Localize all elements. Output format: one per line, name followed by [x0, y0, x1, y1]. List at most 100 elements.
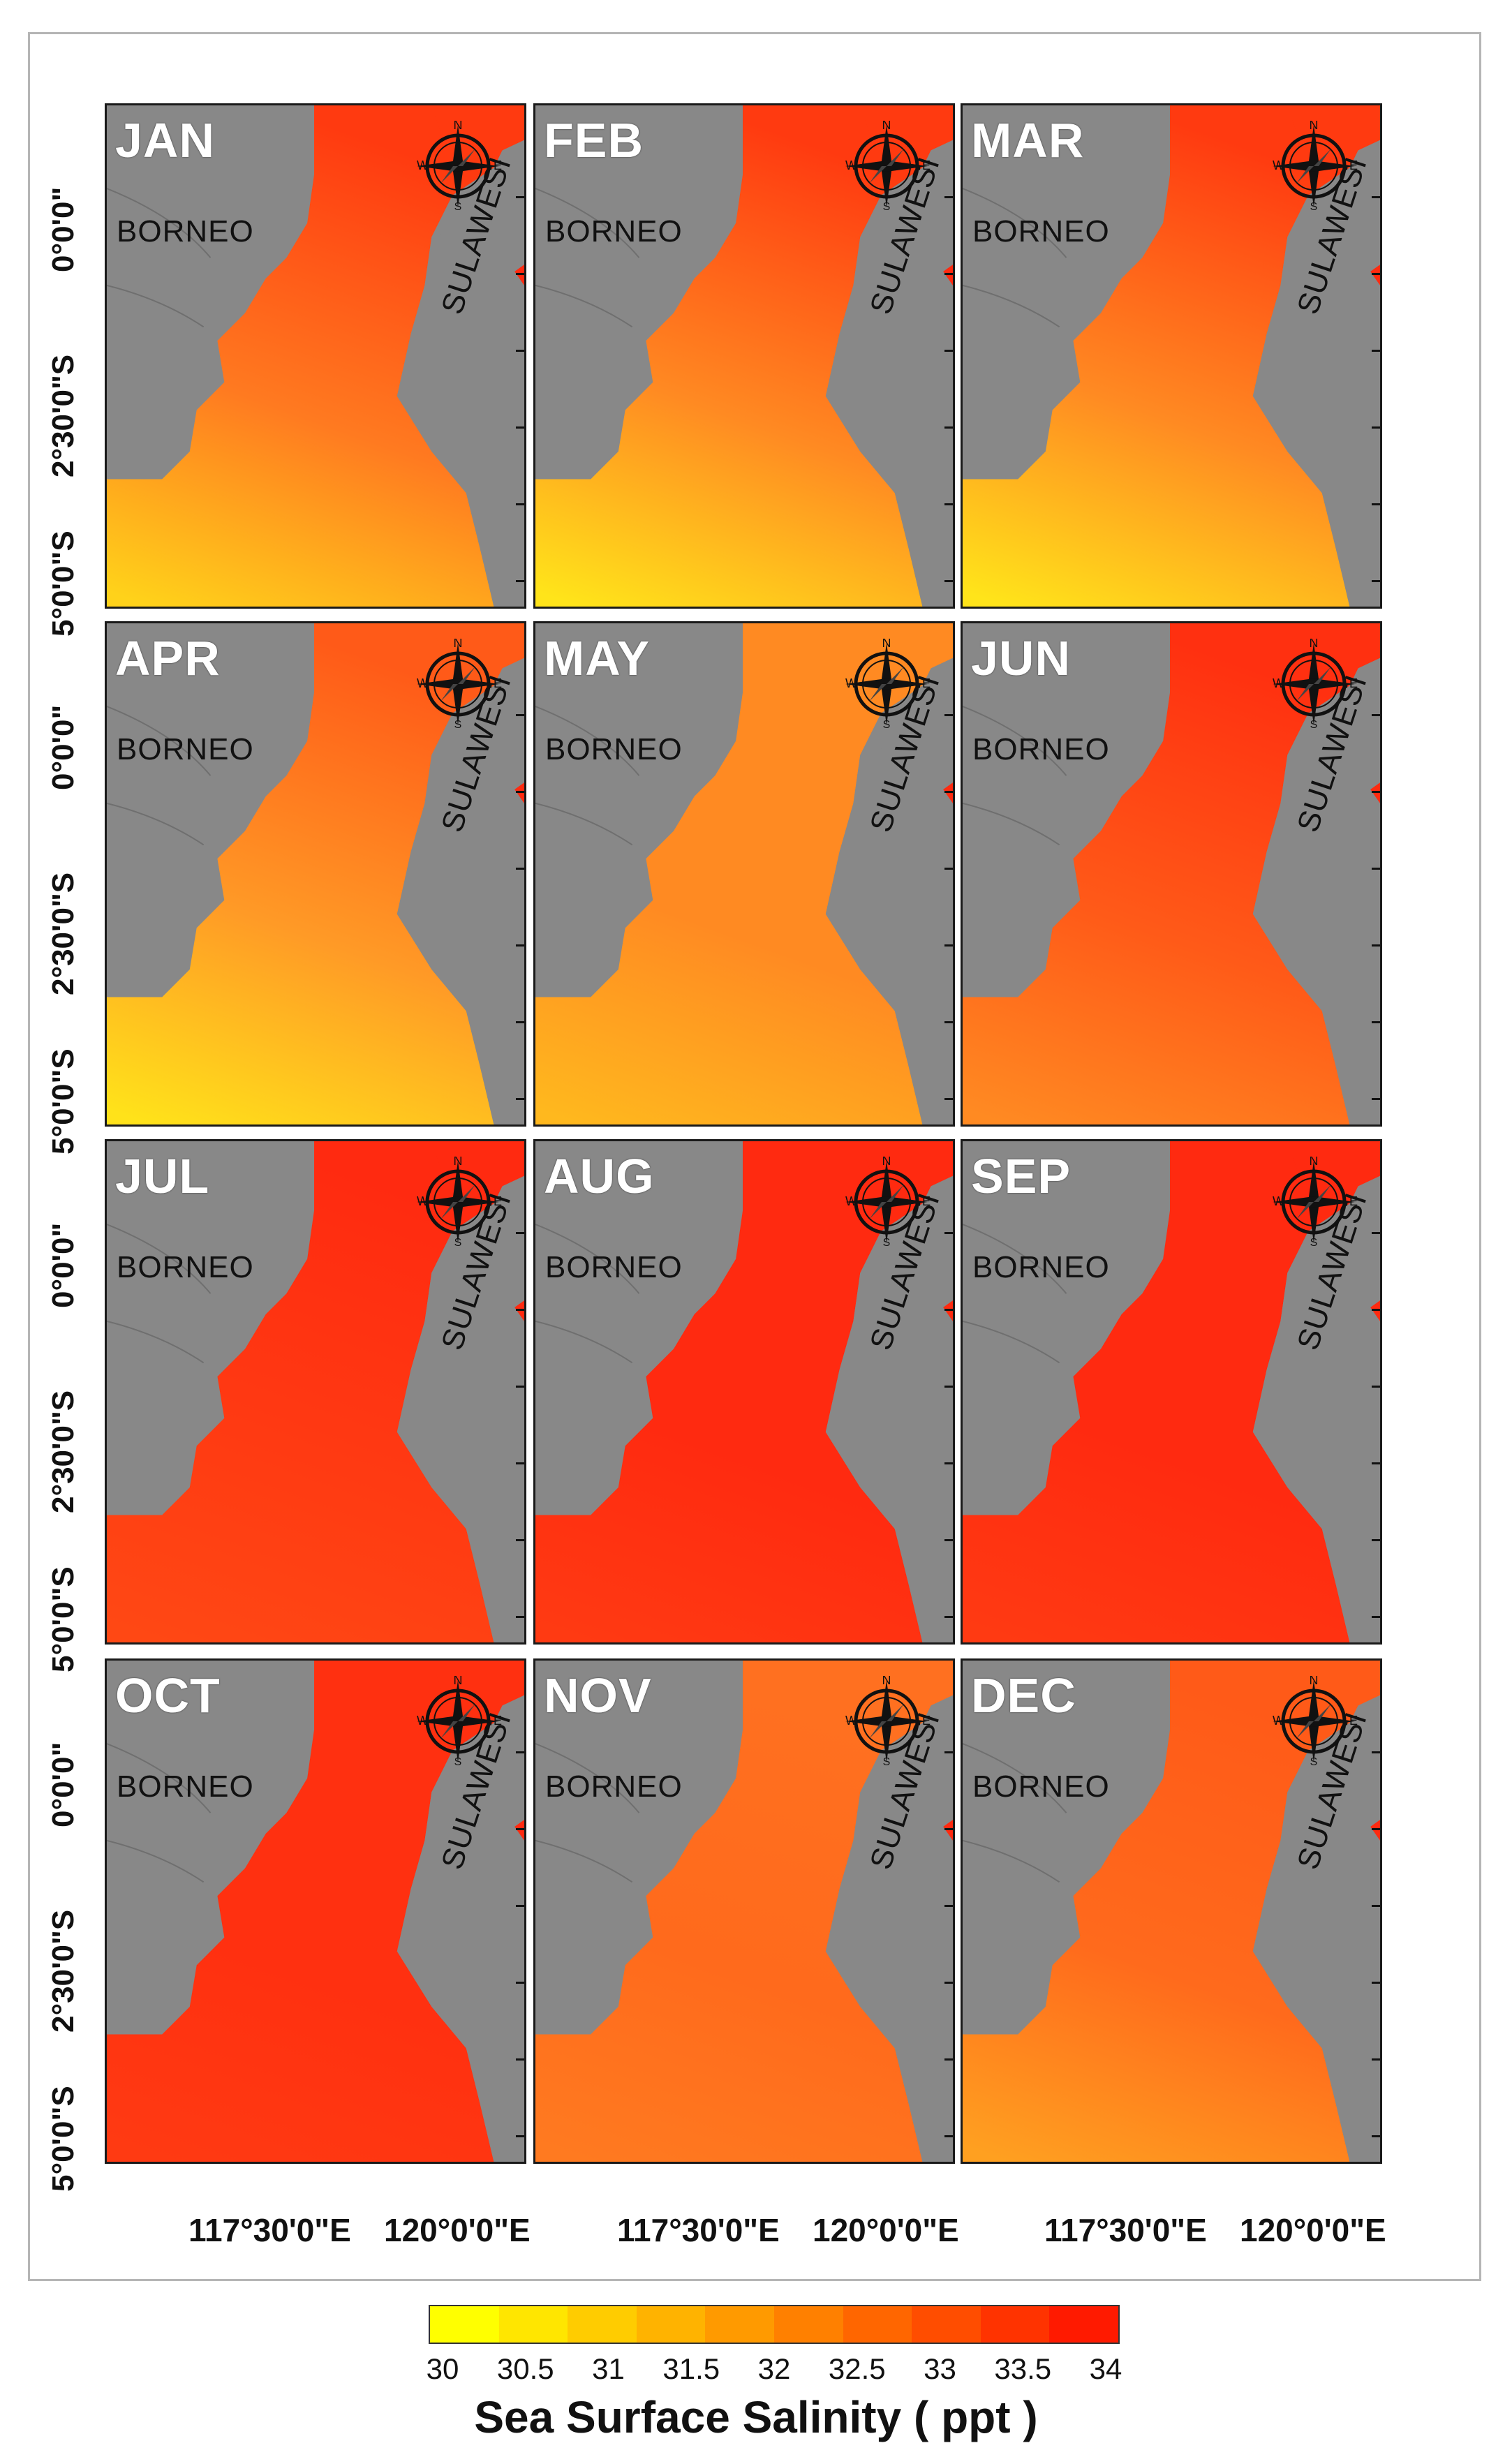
x-tick-label: 120°0'0"E	[384, 2212, 531, 2248]
svg-text:S: S	[1310, 719, 1318, 729]
colorbar-segment	[1049, 2306, 1118, 2343]
map-panel-jul: JUL BORNEO SULAWESI N S W E	[105, 1139, 526, 1645]
svg-text:S: S	[454, 201, 462, 211]
salinity-map	[963, 623, 1380, 1124]
sea-area	[535, 1661, 953, 2162]
sea-area	[963, 1661, 1380, 2162]
colorbar-tick-label: 32	[757, 2352, 791, 2385]
sulawesi-land	[825, 1764, 953, 2162]
svg-text:N: N	[1310, 121, 1319, 132]
month-label: DEC	[971, 1668, 1076, 1723]
borneo-label: BORNEO	[545, 214, 683, 248]
y-tick-label: 0°0'0"	[46, 704, 80, 790]
svg-text:W: W	[1273, 676, 1284, 690]
y-tick-label: 0°0'0"	[46, 186, 80, 272]
colorbar-segment	[568, 2306, 637, 2343]
svg-text:S: S	[1310, 1756, 1318, 1767]
svg-text:N: N	[454, 1676, 463, 1687]
colorbar-segment	[980, 2306, 1050, 2343]
x-tick-label: 117°30'0"E	[188, 2212, 351, 2248]
sulawesi-land	[1252, 1245, 1380, 1642]
svg-text:E: E	[494, 158, 502, 172]
map-panel-jun: JUN BORNEO SULAWESI N S W E	[961, 621, 1382, 1127]
salinity-map	[535, 1661, 953, 2162]
salinity-map	[963, 105, 1380, 607]
y-tick-label: 2°30'0"S	[46, 354, 80, 477]
y-tick-label: 5°0'0"S	[46, 1566, 80, 1672]
svg-text:N: N	[882, 639, 891, 650]
colorbar-segment	[705, 2306, 774, 2343]
colorbar-tick-label: 30	[426, 2352, 459, 2385]
svg-text:E: E	[494, 1714, 502, 1728]
month-label: AUG	[544, 1149, 655, 1203]
sulawesi-land	[825, 1245, 953, 1642]
svg-text:S: S	[454, 719, 462, 729]
svg-text:E: E	[494, 676, 502, 690]
compass-rose-icon: N S W E	[413, 1673, 503, 1768]
sea-north	[860, 1661, 953, 1716]
compass-rose-icon: N S W E	[1268, 636, 1359, 731]
sea-north	[860, 105, 953, 161]
sea-north	[431, 1661, 524, 1716]
borneo-label: BORNEO	[972, 732, 1110, 766]
colorbar-tick-label: 30.5	[496, 2352, 554, 2385]
svg-text:N: N	[454, 639, 463, 650]
svg-text:S: S	[883, 1756, 891, 1767]
sea-area	[963, 105, 1380, 607]
colorbar-segment	[498, 2306, 568, 2343]
borneo-label: BORNEO	[545, 732, 683, 766]
salinity-map	[535, 623, 953, 1124]
map-panel-dec: DEC BORNEO SULAWESI N S W E	[961, 1658, 1382, 2164]
sulawesi-land	[825, 727, 953, 1124]
x-tick-label: 120°0'0"E	[1240, 2212, 1386, 2248]
svg-text:S: S	[1310, 1237, 1318, 1247]
borneo-label: BORNEO	[117, 214, 254, 248]
month-label: OCT	[115, 1668, 221, 1723]
sea-north	[1287, 623, 1380, 679]
compass-rose-icon: N S W E	[841, 118, 932, 213]
svg-text:S: S	[454, 1756, 462, 1767]
sea-area	[963, 1141, 1380, 1642]
month-label: SEP	[971, 1149, 1072, 1203]
salinity-map	[107, 623, 524, 1124]
svg-text:W: W	[845, 1714, 857, 1728]
sea-north	[860, 623, 953, 679]
compass-rose-icon: N S W E	[841, 1154, 932, 1249]
svg-text:W: W	[417, 1194, 429, 1208]
svg-text:N: N	[1310, 1157, 1319, 1168]
svg-text:W: W	[417, 1714, 429, 1728]
borneo-label: BORNEO	[972, 1769, 1110, 1804]
svg-text:E: E	[922, 676, 931, 690]
svg-text:W: W	[1273, 1714, 1284, 1728]
svg-text:W: W	[1273, 158, 1284, 172]
sulawesi-land	[825, 209, 953, 607]
salinity-map	[535, 105, 953, 607]
month-label: MAY	[544, 631, 651, 685]
salinity-map	[963, 1661, 1380, 2162]
month-label: JUL	[115, 1149, 210, 1203]
sea-north	[431, 105, 524, 161]
month-label: APR	[115, 631, 221, 685]
salinity-map	[535, 1141, 953, 1642]
sea-area	[535, 1141, 953, 1642]
x-tick-label: 120°0'0"E	[813, 2212, 959, 2248]
svg-text:W: W	[845, 158, 857, 172]
sea-area	[107, 105, 524, 607]
compass-rose-icon: N S W E	[1268, 1673, 1359, 1768]
sea-area	[107, 1141, 524, 1642]
sulawesi-land	[1252, 209, 1380, 607]
borneo-label: BORNEO	[972, 1250, 1110, 1284]
map-panel-feb: FEB BORNEO SULAWESI N S W E	[533, 103, 955, 609]
svg-text:S: S	[1310, 201, 1318, 211]
sulawesi-land	[396, 209, 524, 607]
salinity-map	[963, 1141, 1380, 1642]
svg-text:S: S	[883, 201, 891, 211]
borneo-label: BORNEO	[545, 1250, 683, 1284]
svg-text:E: E	[1349, 676, 1358, 690]
svg-text:E: E	[922, 1194, 931, 1208]
x-tick-label: 117°30'0"E	[1044, 2212, 1207, 2248]
y-tick-label: 5°0'0"S	[46, 2086, 80, 2192]
colorbar-tick-label: 33.5	[994, 2352, 1052, 2385]
svg-text:S: S	[883, 719, 891, 729]
sea-area	[535, 105, 953, 607]
